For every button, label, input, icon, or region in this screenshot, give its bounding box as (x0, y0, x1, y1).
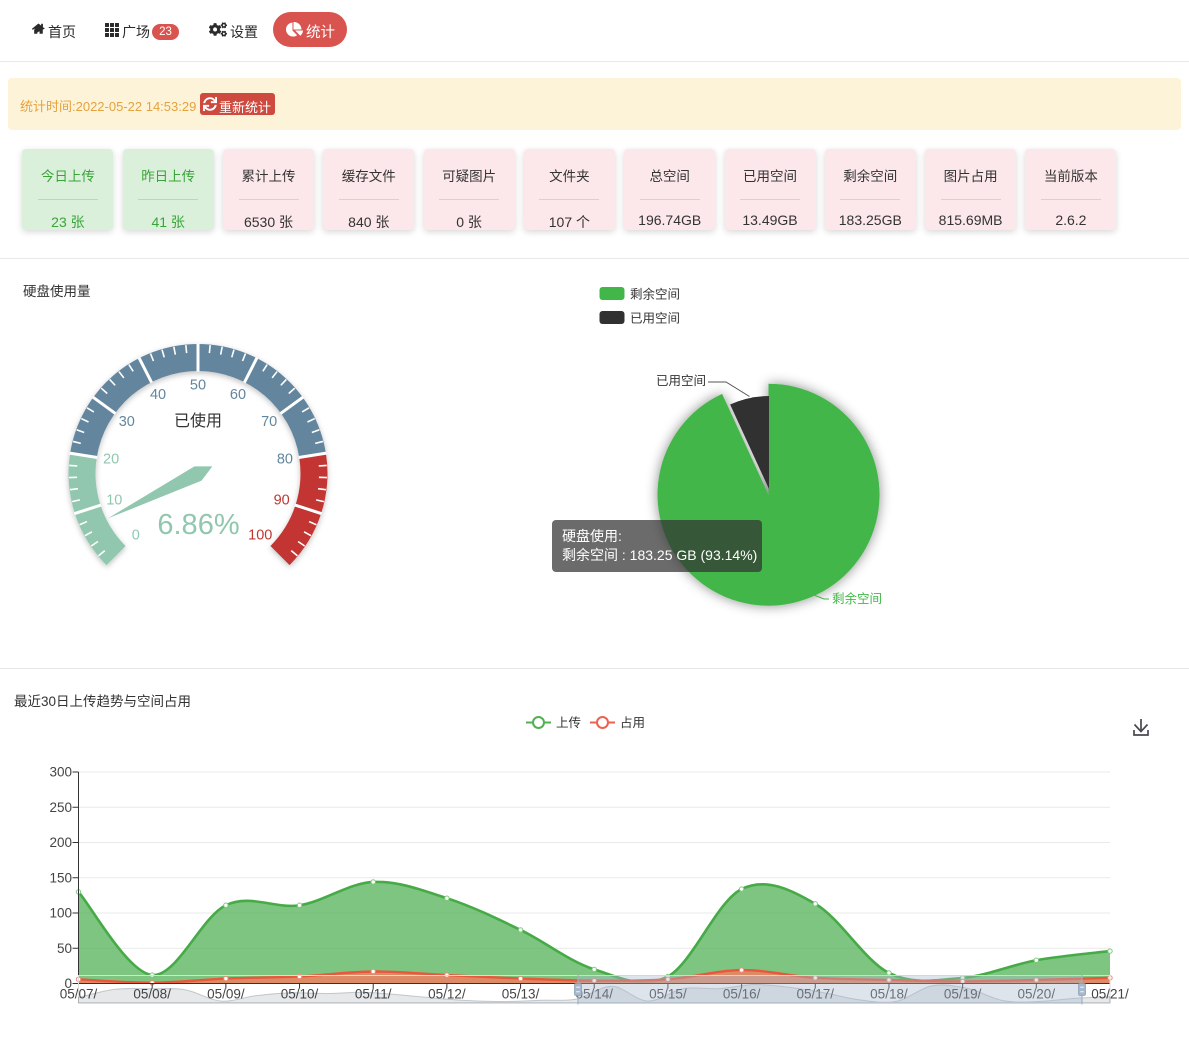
svg-text:占用: 占用 (620, 715, 645, 730)
svg-text:剩余空间: 剩余空间 (630, 287, 680, 302)
svg-text:50: 50 (190, 378, 206, 394)
svg-text:剩余空间: 剩余空间 (832, 591, 882, 606)
svg-text:50: 50 (57, 941, 72, 956)
svg-text:05/09/: 05/09/ (207, 987, 245, 1002)
svg-text:05/18/: 05/18/ (870, 987, 908, 1002)
svg-text:05/13/: 05/13/ (502, 987, 540, 1002)
svg-text:上传: 上传 (556, 715, 581, 730)
svg-text:05/19/: 05/19/ (944, 987, 982, 1002)
svg-text:0: 0 (64, 976, 72, 991)
svg-text:05/16/: 05/16/ (723, 987, 761, 1002)
svg-text:6.86%: 6.86% (157, 509, 239, 541)
svg-text:已用空间: 已用空间 (656, 374, 706, 388)
svg-text:已使用: 已使用 (174, 412, 222, 430)
svg-text:20: 20 (103, 452, 119, 468)
svg-text:05/17/: 05/17/ (797, 987, 835, 1002)
svg-text:60: 60 (230, 387, 246, 403)
svg-text:70: 70 (261, 414, 277, 430)
svg-text:已用空间: 已用空间 (630, 312, 680, 326)
svg-text:05/08/: 05/08/ (133, 987, 171, 1002)
svg-text:10: 10 (106, 493, 122, 509)
svg-text:250: 250 (49, 800, 72, 815)
svg-text:05/12/: 05/12/ (428, 987, 466, 1002)
svg-text:05/15/: 05/15/ (649, 987, 687, 1002)
svg-text:05/10/: 05/10/ (281, 987, 319, 1002)
svg-text:30: 30 (119, 414, 135, 430)
svg-text:100: 100 (248, 528, 272, 544)
svg-text:300: 300 (49, 765, 72, 780)
svg-text:05/14/: 05/14/ (575, 987, 613, 1002)
svg-text:05/11/: 05/11/ (355, 987, 392, 1002)
svg-text:100: 100 (49, 906, 72, 921)
svg-text:40: 40 (150, 387, 166, 403)
svg-text:150: 150 (49, 870, 72, 885)
svg-text:0: 0 (132, 528, 140, 544)
svg-text:80: 80 (277, 452, 293, 468)
svg-text:90: 90 (274, 493, 290, 509)
svg-text:05/20/: 05/20/ (1018, 987, 1056, 1002)
svg-text:200: 200 (49, 835, 72, 850)
